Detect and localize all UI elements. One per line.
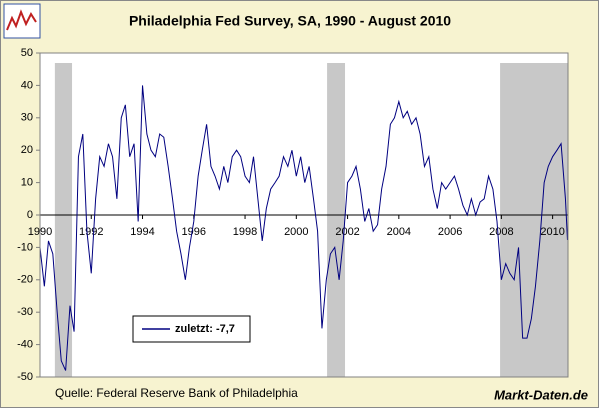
y-tick-label: -20 bbox=[17, 274, 33, 286]
x-tick-label: 2004 bbox=[387, 226, 411, 238]
x-tick-label: 2006 bbox=[438, 226, 462, 238]
legend-label: zuletzt: -7,7 bbox=[175, 323, 235, 335]
x-tick-label: 1996 bbox=[182, 226, 206, 238]
series-line bbox=[39, 85, 568, 371]
y-tick-label: 50 bbox=[21, 47, 33, 59]
recession-band bbox=[500, 63, 568, 377]
chart-title: Philadelphia Fed Survey, SA, 1990 - Augu… bbox=[129, 13, 451, 29]
plot-frame bbox=[39, 52, 569, 378]
recession-band bbox=[327, 63, 346, 377]
x-tick-label: 1994 bbox=[130, 226, 154, 238]
x-tick-label: 2008 bbox=[489, 226, 513, 238]
legend: zuletzt: -7,7 bbox=[132, 315, 251, 343]
y-tick-label: -10 bbox=[17, 241, 33, 253]
brand: Markt-Daten.de bbox=[494, 387, 588, 402]
y-tick-label: 30 bbox=[21, 112, 33, 124]
recession-band bbox=[54, 63, 73, 377]
x-tick-label: 2000 bbox=[284, 226, 308, 238]
source: Quelle: Federal Reserve Bank of Philadel… bbox=[55, 386, 298, 400]
y-tick-label: -50 bbox=[17, 371, 33, 383]
x-tick-label: 2002 bbox=[335, 226, 359, 238]
x-tick-label: 1998 bbox=[233, 226, 257, 238]
x-tick-label: 2010 bbox=[540, 226, 564, 238]
y-tick-label: 10 bbox=[21, 177, 33, 189]
y-tick-label: -40 bbox=[17, 339, 33, 351]
logo bbox=[3, 3, 41, 39]
x-tick-label: 1992 bbox=[79, 226, 103, 238]
y-tick-label: 20 bbox=[21, 144, 33, 156]
y-tick-label: -30 bbox=[17, 306, 33, 318]
y-tick-label: 40 bbox=[21, 79, 33, 91]
y-tick-label: 0 bbox=[27, 209, 33, 221]
